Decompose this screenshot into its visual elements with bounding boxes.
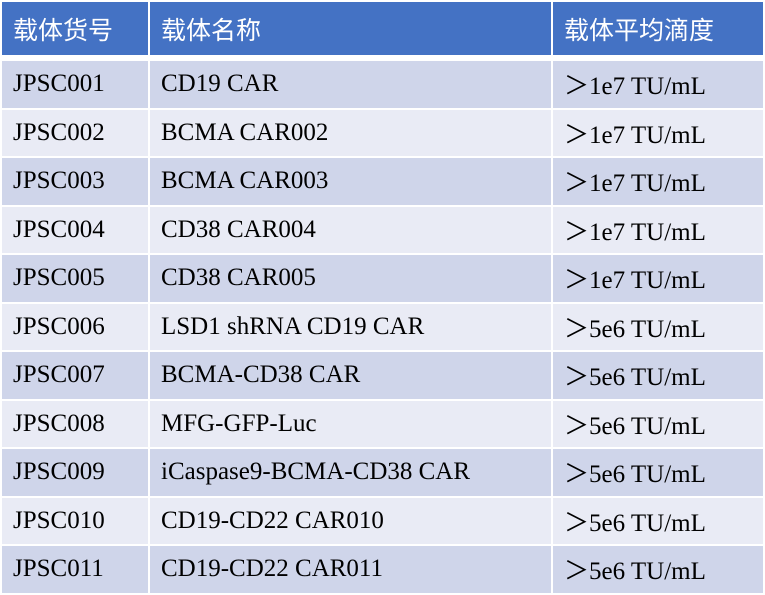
table-row: JPSC004 CD38 CAR004 ＞1e7 TU/mL bbox=[2, 206, 763, 253]
vector-id-cell: JPSC001 bbox=[2, 57, 148, 108]
table-row: JPSC009 iCaspase9-BCMA-CD38 CAR ＞5e6 TU/mL bbox=[2, 449, 763, 496]
table-row: JPSC001 CD19 CAR ＞1e7 TU/mL bbox=[2, 57, 763, 108]
vector-name-cell: BCMA-CD38 CAR bbox=[150, 352, 551, 399]
vector-titer-cell: ＞5e6 TU/mL bbox=[553, 352, 763, 399]
vector-id-cell: JPSC003 bbox=[2, 158, 148, 205]
table-row: JPSC008 MFG-GFP-Luc ＞5e6 TU/mL bbox=[2, 400, 763, 447]
vector-id-cell: JPSC007 bbox=[2, 352, 148, 399]
vector-name-cell: CD19-CD22 CAR010 bbox=[150, 497, 551, 544]
vector-titer-cell: ＞5e6 TU/mL bbox=[553, 546, 763, 593]
vector-name-cell: CD38 CAR004 bbox=[150, 206, 551, 253]
table-row: JPSC002 BCMA CAR002 ＞1e7 TU/mL bbox=[2, 109, 763, 156]
vector-titer-cell: ＞5e6 TU/mL bbox=[553, 303, 763, 350]
vector-titer-cell: ＞1e7 TU/mL bbox=[553, 57, 763, 108]
vector-id-cell: JPSC002 bbox=[2, 109, 148, 156]
vector-name-cell: iCaspase9-BCMA-CD38 CAR bbox=[150, 449, 551, 496]
vector-id-cell: JPSC011 bbox=[2, 546, 148, 593]
vector-name-cell: BCMA CAR002 bbox=[150, 109, 551, 156]
vector-id-cell: JPSC005 bbox=[2, 255, 148, 302]
table-row: JPSC003 BCMA CAR003 ＞1e7 TU/mL bbox=[2, 158, 763, 205]
header-vector-titer: 载体平均滴度 bbox=[553, 2, 763, 55]
vector-id-cell: JPSC006 bbox=[2, 303, 148, 350]
vector-id-cell: JPSC010 bbox=[2, 497, 148, 544]
vector-name-cell: BCMA CAR003 bbox=[150, 158, 551, 205]
table-row: JPSC007 BCMA-CD38 CAR ＞5e6 TU/mL bbox=[2, 352, 763, 399]
vector-titer-cell: ＞1e7 TU/mL bbox=[553, 255, 763, 302]
vector-titer-cell: ＞1e7 TU/mL bbox=[553, 206, 763, 253]
vector-titer-cell: ＞1e7 TU/mL bbox=[553, 109, 763, 156]
vector-id-cell: JPSC004 bbox=[2, 206, 148, 253]
vector-id-cell: JPSC009 bbox=[2, 449, 148, 496]
vector-titer-cell: ＞1e7 TU/mL bbox=[553, 158, 763, 205]
header-vector-name: 载体名称 bbox=[150, 2, 551, 55]
vector-name-cell: CD19-CD22 CAR011 bbox=[150, 546, 551, 593]
header-vector-id: 载体货号 bbox=[2, 2, 148, 55]
header-row: 载体货号 载体名称 载体平均滴度 bbox=[2, 2, 763, 55]
vector-titer-cell: ＞5e6 TU/mL bbox=[553, 449, 763, 496]
vector-name-cell: CD38 CAR005 bbox=[150, 255, 551, 302]
table-row: JPSC005 CD38 CAR005 ＞1e7 TU/mL bbox=[2, 255, 763, 302]
vector-name-cell: CD19 CAR bbox=[150, 57, 551, 108]
table-row: JPSC011 CD19-CD22 CAR011 ＞5e6 TU/mL bbox=[2, 546, 763, 593]
table-row: JPSC010 CD19-CD22 CAR010 ＞5e6 TU/mL bbox=[2, 497, 763, 544]
vector-titer-cell: ＞5e6 TU/mL bbox=[553, 497, 763, 544]
vector-name-cell: LSD1 shRNA CD19 CAR bbox=[150, 303, 551, 350]
vector-titer-cell: ＞5e6 TU/mL bbox=[553, 400, 763, 447]
vector-id-cell: JPSC008 bbox=[2, 400, 148, 447]
vector-name-cell: MFG-GFP-Luc bbox=[150, 400, 551, 447]
table-row: JPSC006 LSD1 shRNA CD19 CAR ＞5e6 TU/mL bbox=[2, 303, 763, 350]
